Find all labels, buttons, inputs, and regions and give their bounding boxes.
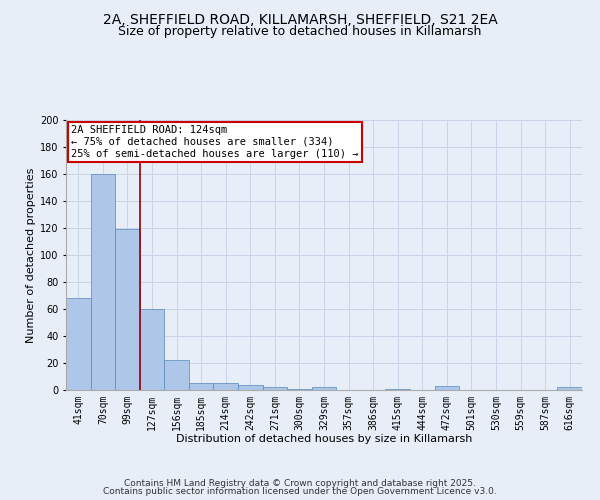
Text: Contains public sector information licensed under the Open Government Licence v3: Contains public sector information licen… — [103, 487, 497, 496]
Bar — [66, 298, 91, 390]
Text: 2A, SHEFFIELD ROAD, KILLAMARSH, SHEFFIELD, S21 2EA: 2A, SHEFFIELD ROAD, KILLAMARSH, SHEFFIEL… — [103, 12, 497, 26]
Bar — [140, 309, 164, 390]
Bar — [189, 383, 214, 390]
Text: Contains HM Land Registry data © Crown copyright and database right 2025.: Contains HM Land Registry data © Crown c… — [124, 478, 476, 488]
Bar — [238, 384, 263, 390]
Text: Size of property relative to detached houses in Killamarsh: Size of property relative to detached ho… — [118, 25, 482, 38]
Bar — [312, 388, 336, 390]
Bar — [434, 386, 459, 390]
Y-axis label: Number of detached properties: Number of detached properties — [26, 168, 35, 342]
Bar — [385, 388, 410, 390]
Bar — [263, 388, 287, 390]
Text: 2A SHEFFIELD ROAD: 124sqm
← 75% of detached houses are smaller (334)
25% of semi: 2A SHEFFIELD ROAD: 124sqm ← 75% of detac… — [71, 126, 359, 158]
Bar — [214, 383, 238, 390]
Bar — [91, 174, 115, 390]
Bar — [287, 388, 312, 390]
Bar — [557, 388, 582, 390]
Bar — [115, 230, 140, 390]
Bar — [164, 360, 189, 390]
X-axis label: Distribution of detached houses by size in Killamarsh: Distribution of detached houses by size … — [176, 434, 472, 444]
